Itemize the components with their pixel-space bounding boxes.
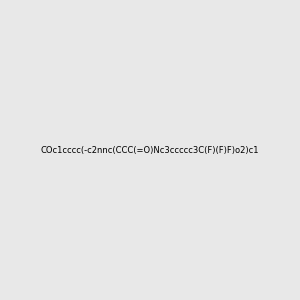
Text: COc1cccc(-c2nnc(CCC(=O)Nc3ccccc3C(F)(F)F)o2)c1: COc1cccc(-c2nnc(CCC(=O)Nc3ccccc3C(F)(F)F… — [41, 146, 259, 154]
